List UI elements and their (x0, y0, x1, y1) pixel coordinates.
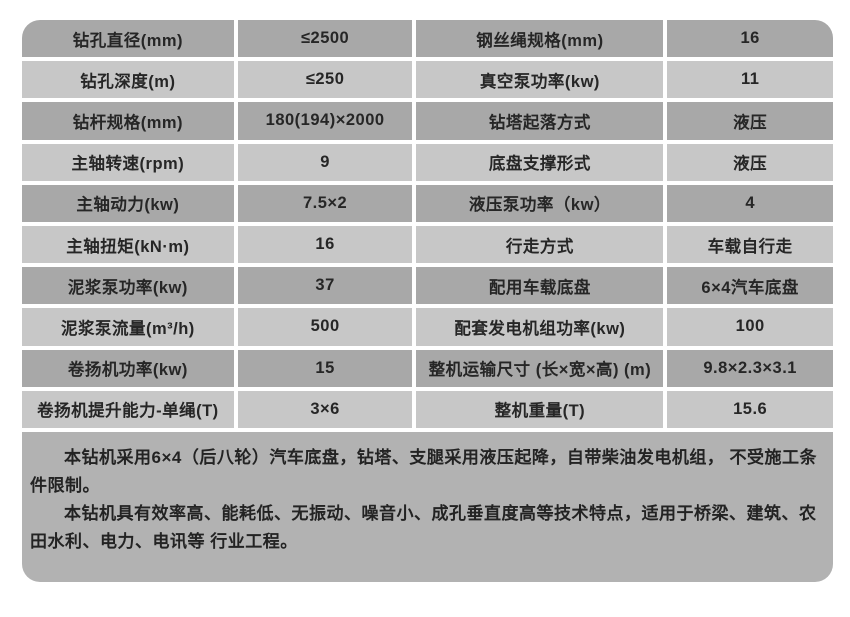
spec-value-cell: 6×4汽车底盘 (667, 267, 833, 305)
spec-value-cell: 7.5×2 (237, 184, 413, 222)
spec-label-cell: 整机重量(T) (416, 390, 664, 428)
spec-label-cell: 钻孔直径(mm) (22, 20, 234, 58)
spec-label-cell: 主轴扭矩(kN·m) (22, 226, 234, 264)
spec-label-cell: 整机运输尺寸 (长×宽×高) (m) (416, 349, 664, 387)
spec-value-cell: 15.6 (667, 390, 833, 428)
spec-value-cell: ≤2500 (237, 20, 413, 58)
spec-label-cell: 配套发电机组功率(kw) (416, 308, 664, 346)
spec-value-cell: 16 (667, 20, 833, 58)
spec-value-cell: ≤250 (237, 61, 413, 99)
spec-label-cell: 真空泵功率(kw) (416, 61, 664, 99)
spec-value-cell: 37 (237, 267, 413, 305)
spec-value-cell: 16 (237, 226, 413, 264)
spec-label-cell: 主轴动力(kw) (22, 184, 234, 222)
spec-value-cell: 9 (237, 143, 413, 181)
spec-label-cell: 行走方式 (416, 226, 664, 264)
spec-label-cell: 配用车载底盘 (416, 267, 664, 305)
note-paragraph-1: 本钻机采用6×4（后八轮）汽车底盘，钻塔、支腿采用液压起降，自带柴油发电机组， … (30, 448, 818, 495)
spec-label-cell: 卷扬机功率(kw) (22, 349, 234, 387)
spec-label-cell: 卷扬机提升能力-单绳(T) (22, 390, 234, 428)
spec-label-cell: 泥浆泵功率(kw) (22, 267, 234, 305)
spec-value-cell: 15 (237, 349, 413, 387)
spec-label-cell: 主轴转速(rpm) (22, 143, 234, 181)
spec-value-cell: 4 (667, 184, 833, 222)
spec-value-cell: 100 (667, 308, 833, 346)
spec-label-cell: 钻孔深度(m) (22, 61, 234, 99)
spec-value-cell: 500 (237, 308, 413, 346)
spec-label-cell: 液压泵功率（kw） (416, 184, 664, 222)
spec-value-cell: 液压 (667, 102, 833, 140)
spec-label-cell: 钻塔起落方式 (416, 102, 664, 140)
spec-label-cell: 底盘支撑形式 (416, 143, 664, 181)
note-paragraph-2: 本钻机具有效率高、能耗低、无振动、噪音小、成孔垂直度高等技术特点，适用于桥梁、建… (30, 504, 817, 551)
spec-label-cell: 泥浆泵流量(m³/h) (22, 308, 234, 346)
spec-table: 钻孔直径(mm) ≤2500 钢丝绳规格(mm) 16 钻孔深度(m) ≤250… (22, 20, 833, 428)
spec-value-cell: 11 (667, 61, 833, 99)
spec-value-cell: 液压 (667, 143, 833, 181)
spec-label-cell: 钢丝绳规格(mm) (416, 20, 664, 58)
spec-value-cell: 3×6 (237, 390, 413, 428)
spec-value-cell: 180(194)×2000 (237, 102, 413, 140)
spec-value-cell: 9.8×2.3×3.1 (667, 349, 833, 387)
spec-label-cell: 钻杆规格(mm) (22, 102, 234, 140)
spec-panel: 钻孔直径(mm) ≤2500 钢丝绳规格(mm) 16 钻孔深度(m) ≤250… (22, 20, 833, 582)
spec-value-cell: 车载自行走 (667, 226, 833, 264)
notes-block: 本钻机采用6×4（后八轮）汽车底盘，钻塔、支腿采用液压起降，自带柴油发电机组， … (22, 432, 833, 582)
